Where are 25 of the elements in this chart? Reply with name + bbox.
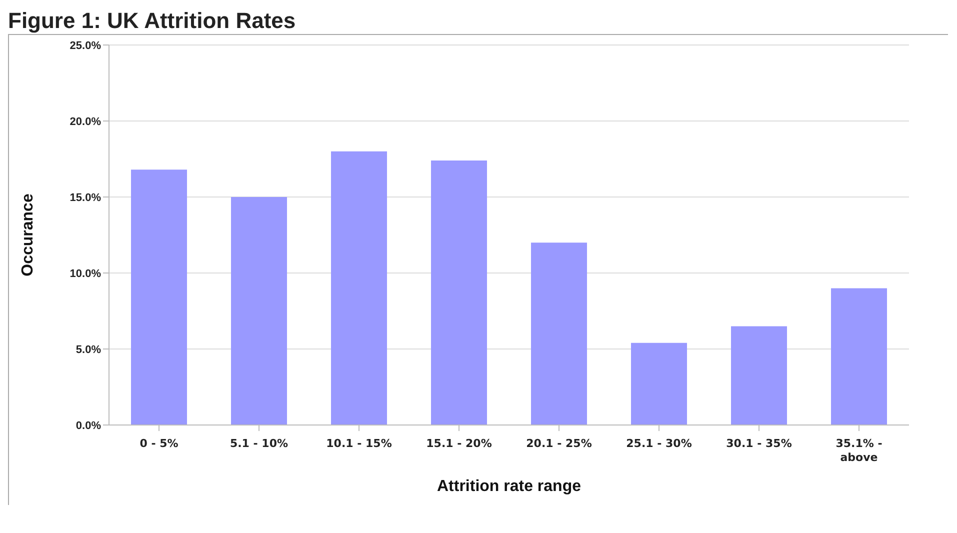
bar <box>231 197 287 425</box>
bar <box>831 288 887 425</box>
y-tick-label: 5.0% <box>76 344 102 356</box>
y-axis-title: Occurance <box>20 194 37 276</box>
x-tick-label: 15.1 - 20% <box>426 437 492 450</box>
bar <box>431 160 487 425</box>
y-tick-label: 10.0% <box>70 268 102 280</box>
x-tick-label: 10.1 - 15% <box>326 437 392 450</box>
x-tick-label: 35.1% - above <box>836 437 882 464</box>
bar <box>331 151 387 425</box>
x-tick-label: 5.1 - 10% <box>230 437 288 450</box>
y-tick-label: 25.0% <box>70 40 102 52</box>
x-tick-label: 0 - 5% <box>140 437 178 450</box>
bar <box>531 242 587 425</box>
bar <box>731 326 787 425</box>
chart-title: Figure 1: UK Attrition Rates <box>8 8 297 34</box>
y-tick-label: 0.0% <box>76 420 102 432</box>
x-tick-label: 20.1 - 25% <box>526 437 592 450</box>
x-tick-label: 30.1 - 35% <box>726 437 792 450</box>
y-tick-label: 20.0% <box>70 116 102 128</box>
x-tick-label: 25.1 - 30% <box>626 437 692 450</box>
x-axis-title: Attrition rate range <box>436 478 582 495</box>
y-tick-label: 15.0% <box>70 192 102 204</box>
bar <box>131 170 187 425</box>
bar <box>631 342 687 425</box>
